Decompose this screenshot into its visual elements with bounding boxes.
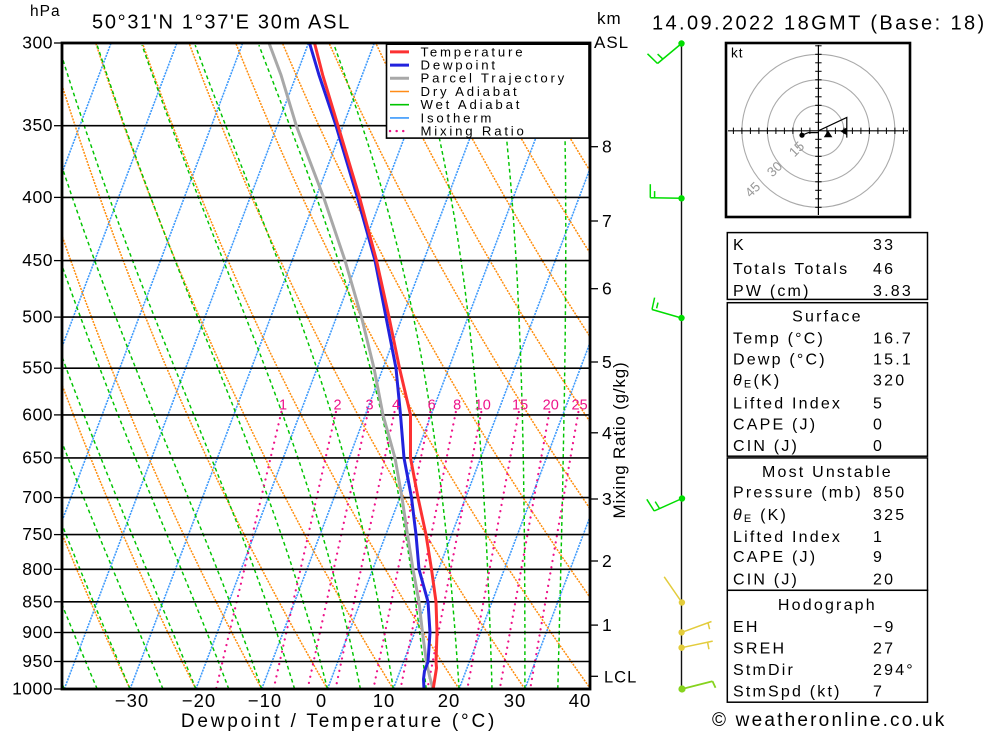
svg-text:CIN (J): CIN (J): [733, 572, 799, 589]
svg-text:6: 6: [602, 279, 612, 299]
svg-text:850: 850: [873, 485, 906, 502]
svg-text:−30: −30: [115, 690, 149, 711]
svg-text:−10: −10: [248, 690, 282, 711]
svg-text:Mixing Ratio (g/kg): Mixing Ratio (g/kg): [610, 362, 629, 519]
svg-text:50°31'N 1°37'E 30m ASL: 50°31'N 1°37'E 30m ASL: [92, 12, 351, 34]
svg-text:SREH: SREH: [733, 641, 786, 658]
svg-text:33: 33: [873, 237, 895, 254]
svg-text:Pressure (mb): Pressure (mb): [733, 485, 863, 502]
svg-text:PW (cm): PW (cm): [733, 283, 811, 300]
svg-text:40: 40: [569, 690, 592, 711]
svg-text:5: 5: [873, 395, 884, 412]
svg-text:Lifted Index: Lifted Index: [733, 395, 842, 412]
svg-text:Temperature: Temperature: [421, 44, 526, 59]
svg-text:20: 20: [543, 398, 559, 414]
svg-text:hPa: hPa: [30, 3, 61, 20]
svg-text:StmDir: StmDir: [733, 662, 795, 679]
svg-text:2: 2: [333, 398, 341, 414]
svg-text:10: 10: [373, 690, 396, 711]
svg-text:Isotherm: Isotherm: [421, 110, 495, 125]
svg-text:325: 325: [873, 507, 906, 524]
svg-text:14.09.2022 18GMT (Base: 18): 14.09.2022 18GMT (Base: 18): [652, 13, 987, 35]
svg-text:1: 1: [279, 398, 287, 414]
svg-text:km: km: [597, 9, 622, 28]
svg-text:Dry Adiabat: Dry Adiabat: [421, 84, 520, 99]
svg-text:© weatheronline.co.uk: © weatheronline.co.uk: [712, 710, 946, 731]
svg-text:6: 6: [428, 398, 436, 414]
svg-text:700: 700: [22, 487, 53, 507]
svg-text:CAPE (J): CAPE (J): [733, 416, 817, 433]
svg-text:CAPE (J): CAPE (J): [733, 549, 817, 566]
svg-text:9: 9: [873, 549, 884, 566]
svg-text:0: 0: [873, 438, 884, 455]
svg-text:27: 27: [873, 641, 895, 658]
svg-text:8: 8: [602, 137, 612, 157]
svg-text:CIN (J): CIN (J): [733, 438, 799, 455]
svg-text:320: 320: [873, 373, 906, 390]
svg-text:Temp (°C): Temp (°C): [733, 331, 825, 348]
svg-text:1000: 1000: [12, 679, 53, 699]
svg-text:0: 0: [873, 416, 884, 433]
svg-text:Most Unstable: Most Unstable: [762, 464, 893, 481]
svg-text:850: 850: [22, 591, 53, 611]
svg-text:30: 30: [504, 690, 527, 711]
svg-text:Dewp (°C): Dewp (°C): [733, 352, 827, 369]
svg-text:10: 10: [475, 398, 491, 414]
svg-text:20: 20: [438, 690, 461, 711]
svg-text:4: 4: [392, 398, 400, 414]
svg-text:θE (K): θE (K): [733, 507, 788, 525]
svg-text:15.1: 15.1: [873, 352, 913, 369]
svg-text:Parcel Trajectory: Parcel Trajectory: [421, 71, 568, 86]
svg-text:Hodograph: Hodograph: [778, 597, 877, 614]
svg-text:16.7: 16.7: [873, 331, 913, 348]
svg-text:ASL: ASL: [594, 33, 629, 52]
svg-text:20: 20: [873, 572, 895, 589]
svg-text:15: 15: [512, 398, 528, 414]
svg-text:4: 4: [602, 423, 612, 443]
svg-text:450: 450: [22, 250, 53, 270]
svg-text:8: 8: [453, 398, 461, 414]
svg-text:650: 650: [22, 447, 53, 467]
svg-text:EH: EH: [733, 619, 760, 636]
svg-text:500: 500: [22, 307, 53, 327]
svg-text:−20: −20: [182, 690, 216, 711]
svg-text:Dewpoint: Dewpoint: [421, 58, 498, 73]
svg-text:400: 400: [22, 187, 53, 207]
svg-text:1: 1: [602, 615, 612, 635]
svg-text:600: 600: [22, 404, 53, 424]
svg-text:−9: −9: [873, 619, 896, 636]
svg-text:46: 46: [873, 261, 895, 278]
svg-text:750: 750: [22, 524, 53, 544]
svg-text:1: 1: [873, 529, 884, 546]
svg-text:550: 550: [22, 358, 53, 378]
svg-text:Wet Adiabat: Wet Adiabat: [421, 97, 523, 112]
svg-text:Dewpoint / Temperature (°C): Dewpoint / Temperature (°C): [181, 711, 497, 732]
svg-text:7: 7: [602, 211, 612, 231]
svg-text:kt: kt: [731, 46, 744, 61]
svg-text:350: 350: [22, 115, 53, 135]
svg-text:5: 5: [602, 352, 612, 372]
svg-text:900: 900: [22, 622, 53, 642]
svg-text:0: 0: [316, 690, 327, 711]
svg-text:3.83: 3.83: [873, 283, 913, 300]
svg-text:800: 800: [22, 559, 53, 579]
svg-text:3: 3: [602, 489, 612, 509]
svg-text:950: 950: [22, 651, 53, 671]
svg-text:7: 7: [873, 684, 884, 701]
svg-text:3: 3: [365, 398, 373, 414]
svg-text:Mixing Ratio: Mixing Ratio: [421, 124, 527, 139]
svg-text:300: 300: [22, 33, 53, 53]
svg-text:K: K: [733, 237, 746, 254]
svg-text:θE(K): θE(K): [733, 373, 781, 391]
svg-text:2: 2: [602, 551, 612, 571]
svg-text:StmSpd (kt): StmSpd (kt): [733, 684, 842, 701]
svg-text:Surface: Surface: [792, 308, 863, 325]
svg-text:LCL: LCL: [604, 669, 637, 687]
svg-text:294°: 294°: [873, 662, 915, 679]
svg-text:25: 25: [572, 398, 588, 414]
svg-text:Totals Totals: Totals Totals: [733, 261, 849, 278]
svg-text:Lifted Index: Lifted Index: [733, 529, 842, 546]
